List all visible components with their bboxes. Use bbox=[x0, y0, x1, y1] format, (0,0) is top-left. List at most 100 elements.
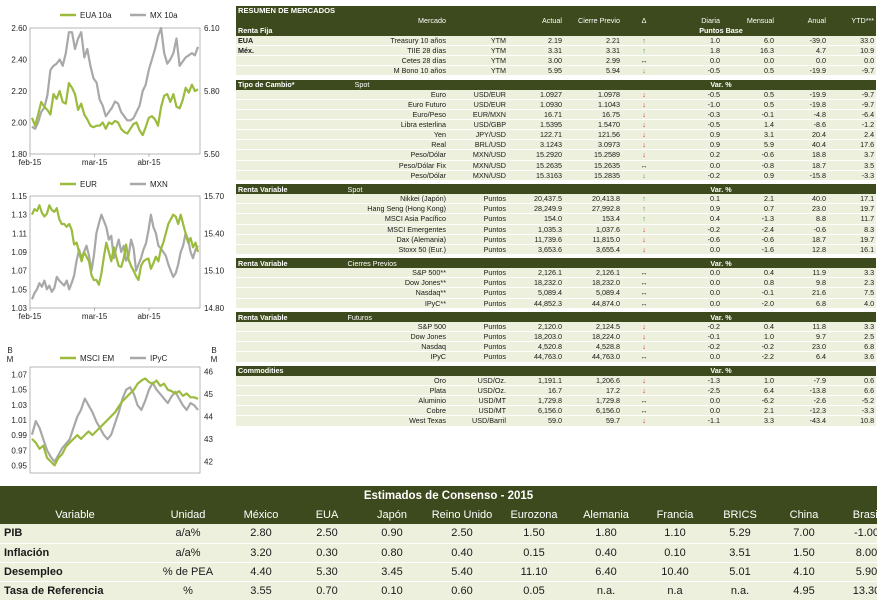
row-ytd: 33.0 bbox=[828, 36, 877, 47]
consensus-row-label: Desempleo bbox=[0, 562, 150, 582]
y-right-tick-label: 43 bbox=[204, 435, 213, 444]
section-header: Tipo de Cambio* Spot Var. % bbox=[236, 79, 877, 90]
legend-label: IPyC bbox=[150, 354, 168, 363]
y-left-tick-label: 1.07 bbox=[11, 371, 27, 380]
consensus-cell: a/a% bbox=[150, 543, 226, 563]
row-ytd: -3.3 bbox=[828, 405, 877, 417]
chart-bonds: EUA 10a MX 10a 2.60 2.40 2.20 2.00 1.80 6.10 5.8… bbox=[0, 6, 232, 167]
market-row: Nasdaq** Puntos 5,089.4 5,089.4 ↔ 0.0 -0.1 21.6… bbox=[236, 287, 877, 299]
row-ytd: 19.7 bbox=[828, 234, 877, 245]
y-right-tick-label: 15.10 bbox=[204, 267, 225, 276]
row-prev: 1.0978 bbox=[564, 89, 622, 100]
corner-marker-right: B bbox=[211, 346, 216, 355]
consensus-cell: 3.20 bbox=[226, 543, 296, 563]
row-actual: 6,156.0 bbox=[508, 405, 564, 417]
direction-icon: ↔ bbox=[622, 298, 666, 309]
row-prev: 3.0973 bbox=[564, 139, 622, 151]
row-annual: -8.6 bbox=[776, 119, 828, 131]
row-ytd: 3.7 bbox=[828, 149, 877, 161]
consensus-cell: 1.50 bbox=[498, 524, 570, 544]
section-header: Renta Fija Puntos Base bbox=[236, 26, 877, 36]
series-line bbox=[31, 377, 199, 467]
row-annual: 18.7 bbox=[776, 234, 828, 245]
row-region bbox=[236, 55, 270, 67]
y-left-tick-label: 0.95 bbox=[11, 461, 27, 470]
row-prev: 59.7 bbox=[564, 415, 622, 427]
direction-icon: ↓ bbox=[622, 65, 666, 77]
direction-icon: ↑ bbox=[622, 194, 666, 205]
row-region bbox=[236, 203, 270, 215]
section-gap bbox=[236, 75, 877, 80]
row-prev: 1.1043 bbox=[564, 99, 622, 111]
row-prev: 1.5470 bbox=[564, 119, 622, 131]
consensus-cell: 3.51 bbox=[708, 543, 772, 563]
row-prev: 15.2589 bbox=[564, 149, 622, 161]
row-market: Cobre bbox=[270, 405, 448, 417]
row-actual: 1.5395 bbox=[508, 119, 564, 131]
row-annual: -2.6 bbox=[776, 395, 828, 407]
row-actual: 5.95 bbox=[508, 65, 564, 77]
row-region bbox=[236, 160, 270, 171]
section-subtitle: Spot bbox=[354, 80, 370, 90]
row-market: Plata bbox=[270, 385, 448, 397]
y-left-tick-label: 2.00 bbox=[11, 119, 27, 128]
row-market: MSCI Asia Pacífico bbox=[270, 213, 448, 225]
row-unit: Puntos bbox=[448, 268, 508, 279]
row-unit: YTM bbox=[448, 45, 508, 57]
consensus-row: PIB a/a% 2.80 2.50 0.90 2.50 1.50 1.80 1.10 5.29 7… bbox=[0, 524, 877, 544]
row-annual: 40.0 bbox=[776, 194, 828, 205]
legend-label: MSCI EM bbox=[80, 354, 115, 363]
row-monthly: 3.1 bbox=[722, 129, 776, 141]
consensus-cell: n.a. bbox=[570, 581, 642, 601]
row-region bbox=[236, 376, 270, 387]
consensus-cell: 0.70 bbox=[296, 581, 358, 601]
row-annual: -19.9 bbox=[776, 65, 828, 77]
row-ytd: -3.3 bbox=[828, 170, 877, 181]
row-daily: -0.1 bbox=[666, 331, 722, 343]
row-market: Dow Jones bbox=[270, 331, 448, 343]
row-monthly: 0.9 bbox=[722, 170, 776, 181]
row-ytd: -9.7 bbox=[828, 99, 877, 111]
row-annual: 12.8 bbox=[776, 244, 828, 255]
plot-frame bbox=[29, 195, 201, 309]
row-unit: USD/Oz. bbox=[448, 385, 508, 397]
consensus-col-header: China bbox=[772, 506, 836, 524]
row-prev: 4,528.8 bbox=[564, 341, 622, 353]
consensus-cell: 5.29 bbox=[708, 524, 772, 544]
row-monthly: -2.0 bbox=[722, 298, 776, 309]
direction-icon: ↑ bbox=[622, 213, 666, 225]
row-monthly: -0.6 bbox=[722, 149, 776, 161]
market-row: Oro USD/Oz. 1,191.1 1,206.6 ↓ -1.3 1.0 -7.9 0.6 bbox=[236, 376, 877, 387]
row-market: Euro bbox=[270, 89, 448, 100]
row-actual: 18,203.0 bbox=[508, 331, 564, 343]
row-daily: -0.5 bbox=[666, 119, 722, 131]
row-annual: 9.7 bbox=[776, 331, 828, 343]
row-unit: Puntos bbox=[448, 351, 508, 363]
row-prev: 16.75 bbox=[564, 109, 622, 121]
row-annual: 6.8 bbox=[776, 298, 828, 309]
row-monthly: 1.4 bbox=[722, 119, 776, 131]
row-prev: 1,206.6 bbox=[564, 376, 622, 387]
row-prev: 5,089.4 bbox=[564, 287, 622, 299]
legend-label: EUA 10a bbox=[80, 11, 112, 20]
market-row: Peso/Dólar MXN/USD 15.2920 15.2589 ↓ 0.2 -0.6 1… bbox=[236, 149, 877, 161]
row-prev: 6,156.0 bbox=[564, 405, 622, 417]
direction-icon: ↓ bbox=[622, 322, 666, 333]
row-market: Real bbox=[270, 139, 448, 151]
row-ytd: 8.3 bbox=[828, 224, 877, 235]
row-market: Peso/Dólar Fix bbox=[270, 160, 448, 171]
y-left-tick-label: 1.03 bbox=[11, 304, 27, 313]
row-prev: 15.2635 bbox=[564, 160, 622, 171]
consensus-col-header: Variable bbox=[0, 506, 150, 524]
row-ytd: 3.6 bbox=[828, 351, 877, 363]
row-daily: -0.6 bbox=[666, 234, 722, 245]
row-unit: Puntos bbox=[448, 194, 508, 205]
row-region bbox=[236, 415, 270, 427]
row-region bbox=[236, 89, 270, 100]
row-market: S&P 500** bbox=[270, 268, 448, 279]
section-name: Renta Variable bbox=[238, 184, 288, 194]
row-daily: -1.1 bbox=[666, 415, 722, 427]
y-left-tick-label: 1.05 bbox=[11, 285, 27, 294]
section-subtitle: Spot bbox=[347, 184, 363, 194]
direction-icon: ↓ bbox=[622, 376, 666, 387]
